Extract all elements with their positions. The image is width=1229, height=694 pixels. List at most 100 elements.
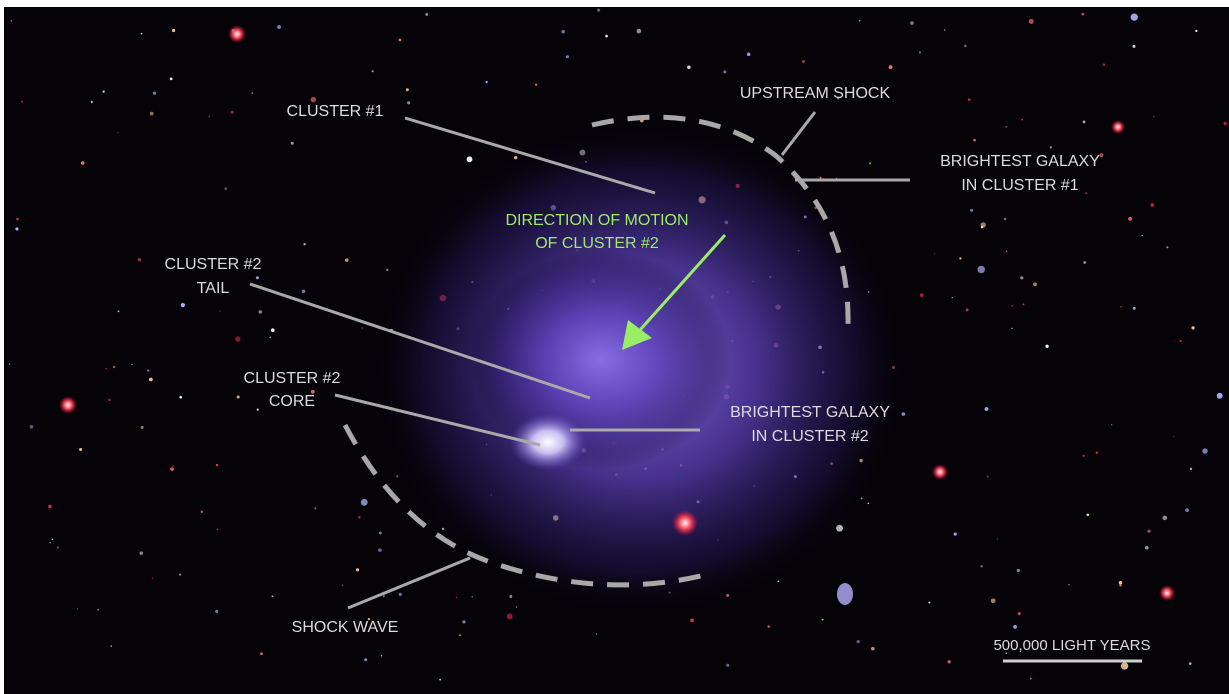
star bbox=[141, 33, 143, 35]
star bbox=[181, 303, 185, 307]
label: IN CLUSTER #2 bbox=[751, 428, 868, 445]
star bbox=[118, 310, 120, 312]
star bbox=[439, 679, 441, 681]
star bbox=[102, 90, 104, 92]
star bbox=[110, 645, 111, 646]
star bbox=[399, 593, 402, 596]
star bbox=[1173, 436, 1174, 437]
star bbox=[30, 425, 34, 429]
star bbox=[1023, 304, 1025, 306]
star bbox=[928, 601, 930, 603]
star bbox=[1128, 217, 1132, 221]
star bbox=[381, 655, 383, 657]
star bbox=[1133, 307, 1136, 310]
star bbox=[225, 187, 227, 189]
star bbox=[980, 565, 982, 567]
star bbox=[1190, 468, 1192, 470]
star bbox=[358, 516, 360, 518]
star bbox=[1119, 584, 1121, 586]
star bbox=[987, 476, 989, 478]
star bbox=[237, 396, 240, 399]
star bbox=[1011, 328, 1012, 329]
star bbox=[15, 227, 18, 230]
star bbox=[747, 52, 751, 56]
star bbox=[356, 568, 359, 571]
star bbox=[219, 310, 221, 312]
star bbox=[1159, 585, 1175, 601]
star bbox=[1083, 455, 1085, 457]
star bbox=[140, 551, 144, 555]
star bbox=[1050, 146, 1052, 148]
galaxy bbox=[837, 583, 853, 605]
star bbox=[822, 619, 824, 621]
star bbox=[991, 598, 996, 603]
star bbox=[97, 609, 99, 611]
star bbox=[1103, 63, 1106, 66]
star bbox=[509, 595, 512, 598]
star bbox=[910, 21, 914, 25]
star bbox=[425, 13, 428, 16]
star bbox=[964, 45, 967, 48]
star bbox=[407, 101, 410, 104]
star bbox=[52, 539, 54, 541]
star bbox=[361, 499, 368, 506]
star bbox=[342, 585, 343, 586]
star bbox=[1086, 193, 1087, 194]
star bbox=[857, 640, 860, 643]
star bbox=[231, 111, 234, 114]
star bbox=[399, 39, 402, 42]
star bbox=[981, 222, 986, 227]
star bbox=[893, 101, 894, 102]
star bbox=[208, 116, 210, 118]
star bbox=[889, 65, 893, 69]
star bbox=[1185, 508, 1189, 512]
star bbox=[362, 327, 364, 329]
star bbox=[1111, 120, 1125, 134]
star bbox=[77, 608, 78, 609]
annotated-image: CLUSTER #1 UPSTREAM SHOCK BRIGHTEST GALA… bbox=[0, 0, 1229, 694]
label: OF CLUSTER #2 bbox=[535, 235, 659, 252]
star bbox=[462, 620, 465, 623]
star bbox=[271, 328, 275, 332]
star bbox=[1030, 678, 1032, 680]
star bbox=[1142, 235, 1143, 236]
star bbox=[117, 132, 118, 133]
star bbox=[959, 257, 961, 259]
star bbox=[1195, 30, 1197, 32]
star bbox=[1119, 581, 1122, 584]
star bbox=[952, 297, 953, 298]
star bbox=[172, 465, 173, 466]
star bbox=[973, 139, 976, 142]
star bbox=[472, 596, 473, 597]
label: IN CLUSTER #1 bbox=[961, 177, 1078, 194]
star bbox=[153, 92, 156, 95]
star bbox=[1018, 612, 1021, 615]
star bbox=[566, 55, 569, 58]
star bbox=[179, 574, 181, 576]
star bbox=[869, 162, 871, 164]
star bbox=[672, 510, 698, 536]
star bbox=[372, 70, 374, 72]
star bbox=[302, 289, 306, 293]
star bbox=[170, 467, 174, 471]
star bbox=[152, 578, 153, 579]
star bbox=[1096, 452, 1098, 454]
star bbox=[215, 610, 218, 613]
star bbox=[687, 66, 691, 70]
star bbox=[1082, 13, 1085, 16]
star bbox=[456, 597, 457, 598]
label: CLUSTER #2 bbox=[244, 370, 341, 387]
star bbox=[1153, 116, 1154, 117]
star bbox=[516, 606, 517, 607]
star bbox=[1162, 516, 1167, 521]
star bbox=[138, 258, 142, 262]
star bbox=[1100, 153, 1104, 157]
star bbox=[977, 266, 985, 274]
label: DIRECTION OF MOTION bbox=[505, 212, 688, 229]
star bbox=[303, 243, 305, 245]
star bbox=[637, 29, 642, 34]
star bbox=[406, 88, 409, 91]
star bbox=[1068, 584, 1069, 585]
star bbox=[21, 101, 23, 103]
star bbox=[1189, 662, 1192, 665]
